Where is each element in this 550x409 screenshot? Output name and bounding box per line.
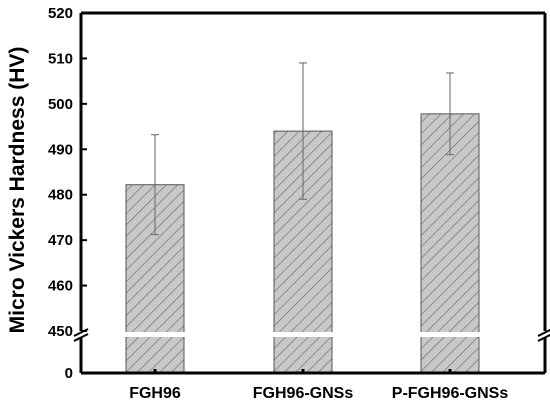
y-tick-label: 460 (48, 278, 73, 295)
y-tick-label: 520 (48, 5, 73, 22)
x-tick-label: FGH96 (129, 385, 181, 402)
y-tick-label: 490 (48, 141, 73, 158)
y-axis-label: Micro Vickers Hardness (HV) (6, 47, 29, 334)
axis-break-band (73, 332, 550, 337)
y-tick-label: 480 (48, 187, 73, 204)
axes-layer: FGH96 FGH96-GNSs P-FGH96-GNSs 450 460 470 480 4… (48, 5, 550, 402)
x-tick-label: FGH96-GNSs (253, 385, 354, 402)
y-tick-label: 470 (48, 232, 73, 249)
y-tick-label: 0 (65, 365, 73, 382)
bar-p-fgh96-gnss (420, 113, 480, 374)
y-tick-label: 450 (48, 323, 73, 340)
bars-layer (73, 62, 550, 374)
y-tick-label: 500 (48, 96, 73, 113)
axis-break-mark (73, 333, 89, 342)
x-tick-label: P-FGH96-GNSs (392, 385, 509, 402)
y-tick-label: 510 (48, 50, 73, 67)
